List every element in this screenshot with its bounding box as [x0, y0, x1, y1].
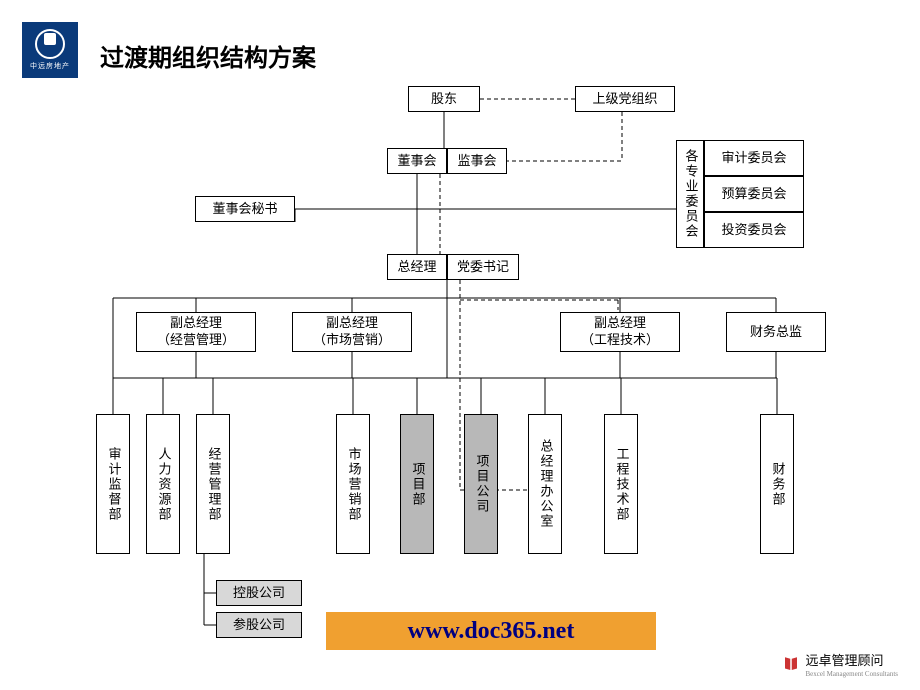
node-d_audit: 审计监督部 [96, 414, 130, 554]
footer-sub: Bexcel Management Consultants [805, 670, 898, 678]
node-d_finance: 财务部 [760, 414, 794, 554]
node-d_projco: 项目公司 [464, 414, 498, 554]
node-d_hr: 人力资源部 [146, 414, 180, 554]
node-party_upper: 上级党组织 [575, 86, 675, 112]
node-shareholders: 股东 [408, 86, 480, 112]
node-party_sec: 党委书记 [447, 254, 519, 280]
footer-logo: 远卓管理顾问 Bexcel Management Consultants [782, 650, 898, 678]
node-supervisors: 监事会 [447, 148, 507, 174]
node-d_mkt: 市场营销部 [336, 414, 370, 554]
node-d_eng: 工程技术部 [604, 414, 638, 554]
node-d_gmoffice: 总经理办公室 [528, 414, 562, 554]
node-vgm_ops: 副总经理（经营管理） [136, 312, 256, 352]
node-d_proj: 项目部 [400, 414, 434, 554]
footer-name: 远卓管理顾问 [805, 650, 898, 669]
node-gm: 总经理 [387, 254, 447, 280]
url-banner: www.doc365.net [326, 612, 656, 650]
node-secretary: 董事会秘书 [195, 196, 295, 222]
node-holding: 控股公司 [216, 580, 302, 606]
node-d_ops: 经营管理部 [196, 414, 230, 554]
node-equity: 参股公司 [216, 612, 302, 638]
node-vgm_eng: 副总经理（工程技术） [560, 312, 680, 352]
node-budget_comm: 预算委员会 [704, 176, 804, 212]
node-vgm_mkt: 副总经理（市场营销） [292, 312, 412, 352]
node-cfo: 财务总监 [726, 312, 826, 352]
node-invest_comm: 投资委员会 [704, 212, 804, 248]
node-audit_comm: 审计委员会 [704, 140, 804, 176]
node-board: 董事会 [387, 148, 447, 174]
node-committees_hdr: 各专业委员会 [676, 140, 704, 248]
book-icon [782, 655, 800, 673]
